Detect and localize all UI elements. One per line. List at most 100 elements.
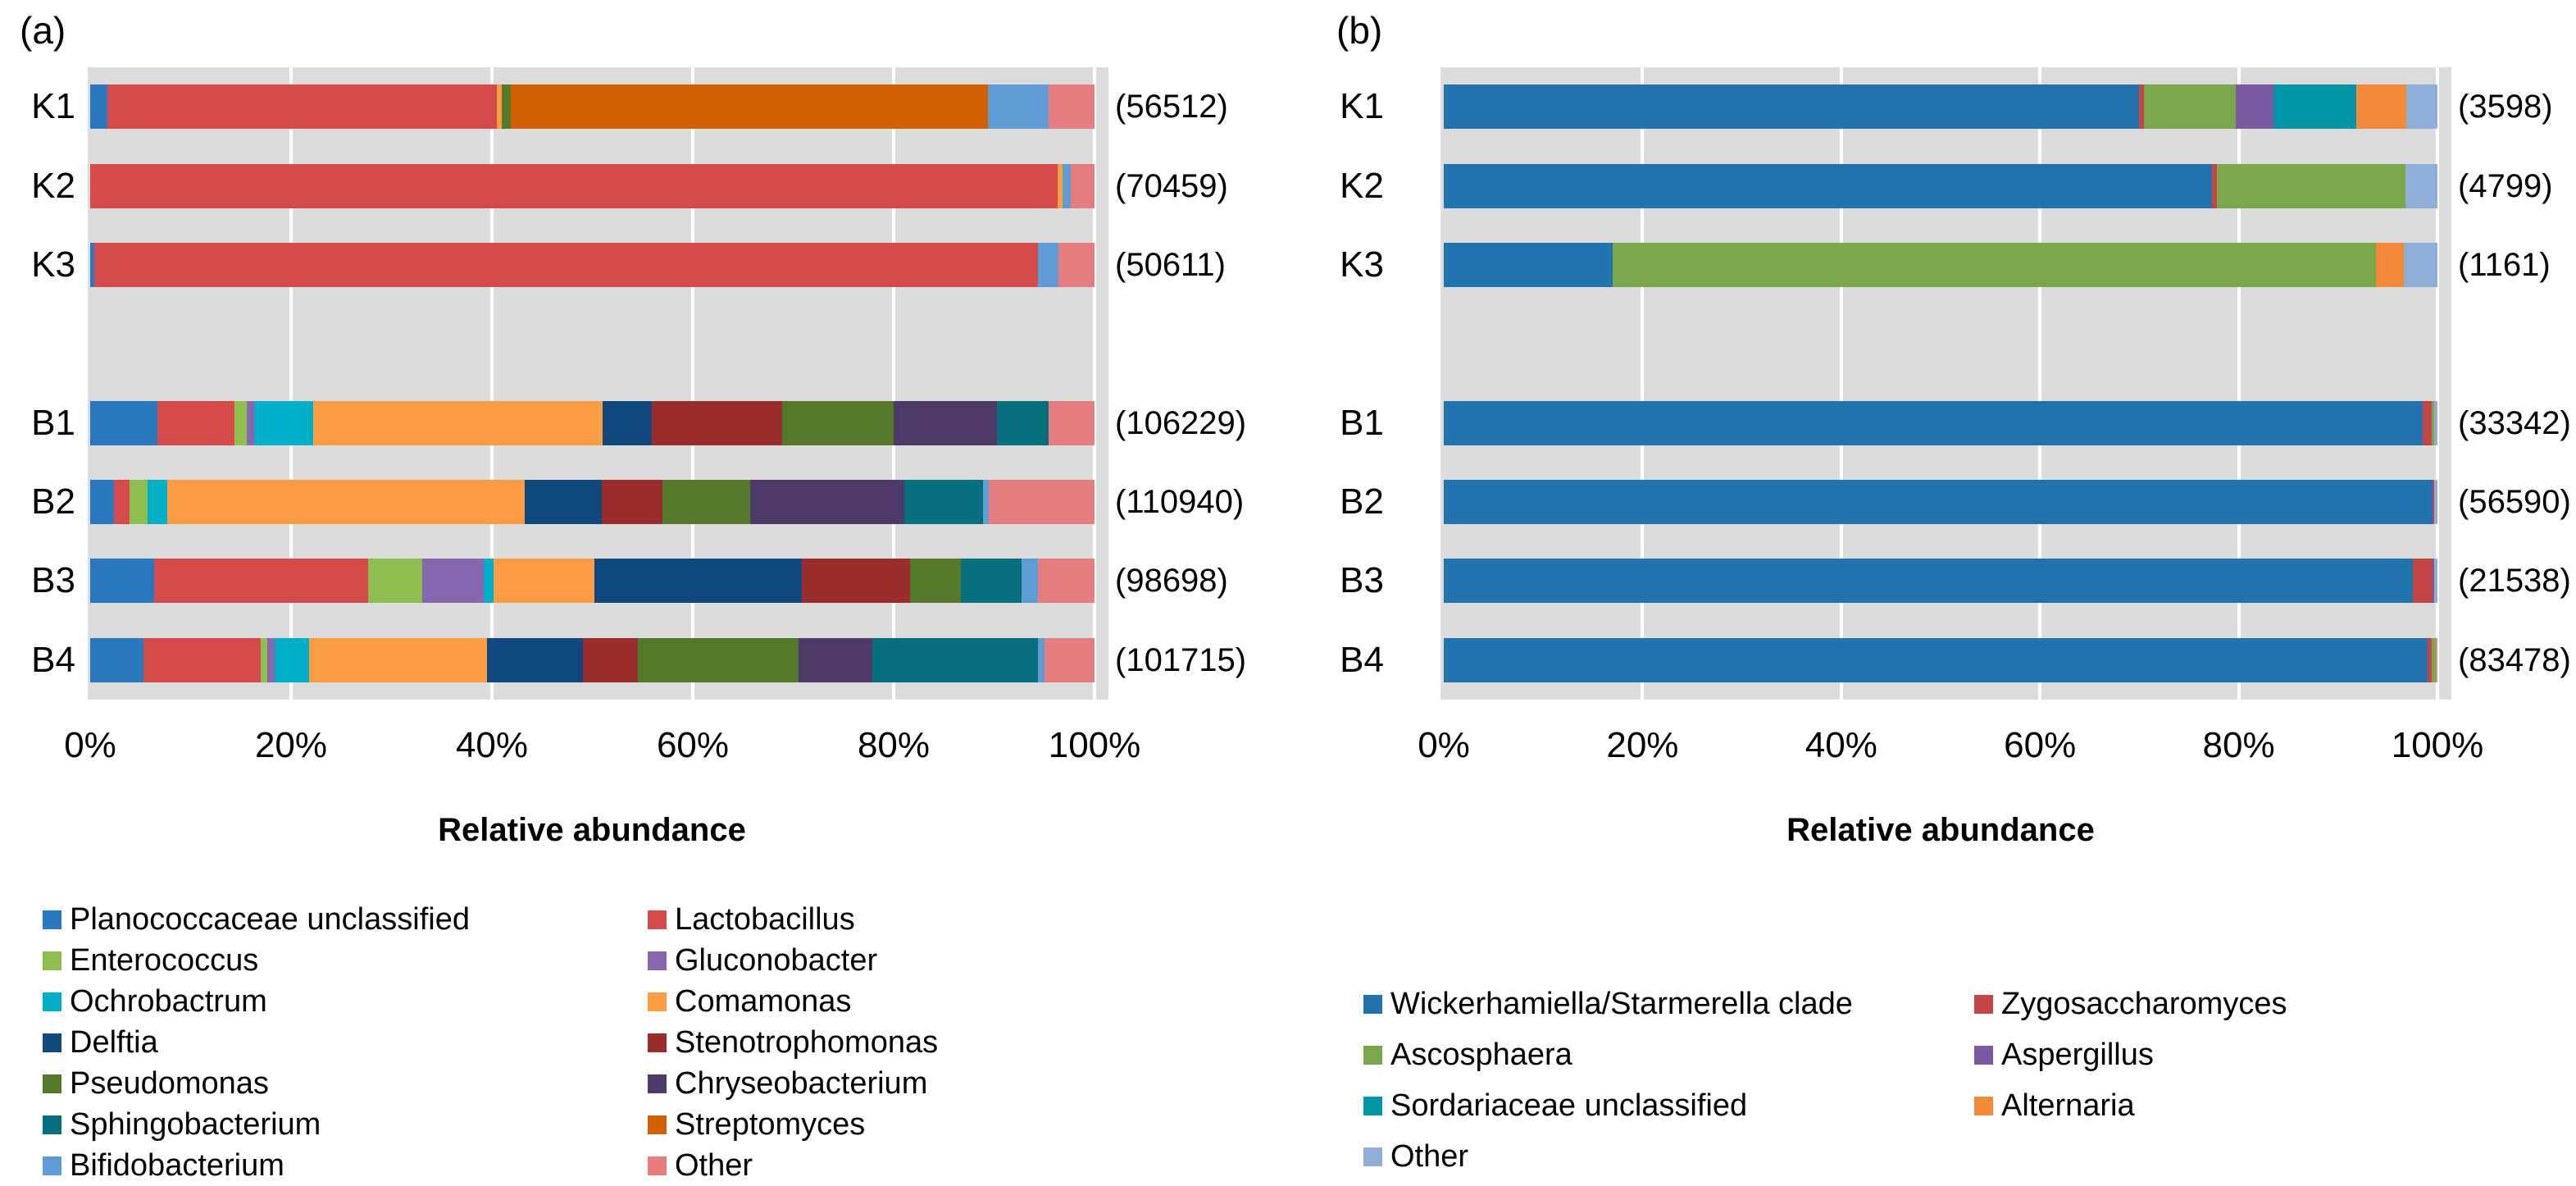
legend-swatch-sordariaceae-unclassified xyxy=(1363,1096,1382,1115)
gridline-b-80 xyxy=(2237,67,2241,700)
bar-segment-pseudomonas xyxy=(502,84,512,130)
stacked-bar-b-k3 xyxy=(1444,242,2437,287)
legend-swatch-wickerhamiella-starmerella-clade xyxy=(1363,994,1382,1014)
stacked-bar-b-b4 xyxy=(1444,637,2437,682)
legend-item-ochrobactrum: Ochrobactrum xyxy=(43,981,267,1022)
bar-segment-comamonas xyxy=(1057,163,1063,208)
bar-segment-gluconobacter xyxy=(422,559,485,604)
bar-segment-other xyxy=(1044,637,1095,682)
x-tick-a-20: 20% xyxy=(254,725,328,765)
bar-segment-zygosaccharomyces xyxy=(2432,480,2435,525)
read-count-a-b1: (106229) xyxy=(1115,404,1247,441)
gridline-a-80 xyxy=(892,67,895,700)
legend-item-gluconobacter: Gluconobacter xyxy=(648,940,877,981)
legend-swatch-ascosphaera xyxy=(1363,1045,1382,1065)
stacked-bar-a-b3 xyxy=(90,559,1095,604)
legend-label-streptomyces: Streptomyces xyxy=(675,1106,866,1142)
legend-item-wickerhamiella-starmerella-clade: Wickerhamiella/Starmerella clade xyxy=(1363,978,1853,1029)
legend-item-zygosaccharomyces: Zygosaccharomyces xyxy=(1974,978,2287,1029)
legend-item-lactobacillus: Lactobacillus xyxy=(648,899,855,940)
bar-segment-aspergillus xyxy=(2432,559,2435,604)
bar-segment-zygosaccharomyces xyxy=(2427,637,2432,682)
legend-label-sphingobacterium: Sphingobacterium xyxy=(70,1106,321,1142)
bar-segment-wickerhamiella-starmerella-clade xyxy=(1444,242,1613,287)
legend-swatch-stenotrophomonas xyxy=(648,1033,667,1052)
stacked-bar-a-b2 xyxy=(90,480,1095,525)
bar-segment-alternaria xyxy=(2375,242,2404,287)
bar-segment-other xyxy=(1070,163,1095,208)
bar-segment-ascosphaera xyxy=(2144,84,2236,130)
legend-label-gluconobacter: Gluconobacter xyxy=(675,942,878,978)
bar-segment-ascosphaera xyxy=(2216,163,2406,208)
bar-segment-bifidobacterium xyxy=(982,480,990,525)
bar-segment-comamonas xyxy=(309,637,487,682)
bar-segment-zygosaccharomyces xyxy=(2412,559,2433,604)
read-count-a-b2: (110940) xyxy=(1115,484,1245,521)
legend-label-chryseobacterium: Chryseobacterium xyxy=(675,1065,928,1101)
stacked-bar-b-b3 xyxy=(1444,559,2437,604)
legend-swatch-chryseobacterium xyxy=(648,1074,667,1093)
gridline-b-40 xyxy=(1839,67,1843,700)
bar-segment-comamonas xyxy=(312,400,603,445)
legend-label-zygosaccharomyces: Zygosaccharomyces xyxy=(2001,986,2287,1021)
legend-label-other: Other xyxy=(675,1147,753,1183)
bar-segment-other xyxy=(2403,242,2437,287)
bar-segment-planococcaceae-unclassified xyxy=(90,400,158,445)
bar-segment-stenotrophomonas xyxy=(802,559,910,604)
stacked-bar-b-k2 xyxy=(1444,163,2437,208)
bar-segment-alternaria xyxy=(2435,637,2437,682)
bar-segment-wickerhamiella-starmerella-clade xyxy=(1444,84,2140,130)
row-label-b-k3: K3 xyxy=(1340,244,1384,285)
legend-item-chryseobacterium: Chryseobacterium xyxy=(648,1063,927,1104)
read-count-b-b2: (56590) xyxy=(2458,484,2571,521)
legend-item-ascosphaera: Ascosphaera xyxy=(1363,1029,1572,1080)
bar-segment-lactobacillus xyxy=(107,84,498,130)
bar-segment-wickerhamiella-starmerella-clade xyxy=(1444,637,2428,682)
legend-label-lactobacillus: Lactobacillus xyxy=(675,901,855,937)
bar-segment-ochrobactrum xyxy=(275,637,310,682)
read-count-b-k1: (3598) xyxy=(2458,89,2553,125)
bar-segment-streptomyces xyxy=(511,84,989,130)
legend-item-enterococcus: Enterococcus xyxy=(43,940,258,981)
bar-segment-other xyxy=(2434,480,2437,525)
x-tick-a-100: 100% xyxy=(1048,725,1141,765)
row-label-a-b3: B3 xyxy=(31,560,75,601)
bar-segment-zygosaccharomyces xyxy=(2211,163,2217,208)
bar-segment-bifidobacterium xyxy=(1021,559,1039,604)
bar-segment-zygosaccharomyces xyxy=(2139,84,2145,130)
bar-segment-enterococcus xyxy=(261,637,267,682)
legend-label-stenotrophomonas: Stenotrophomonas xyxy=(675,1024,939,1060)
bar-segment-sordariaceae-unclassified xyxy=(2273,84,2356,130)
bar-segment-lactobacillus xyxy=(93,242,1039,287)
legend-swatch-enterococcus xyxy=(43,951,61,970)
bar-segment-gluconobacter xyxy=(266,637,275,682)
legend-item-comamonas: Comamonas xyxy=(648,981,851,1022)
bar-segment-lactobacillus xyxy=(143,637,262,682)
read-count-a-k3: (50611) xyxy=(1115,246,1226,283)
legend-swatch-other xyxy=(1363,1147,1382,1166)
legend-swatch-sphingobacterium xyxy=(43,1115,61,1134)
legend-item-other: Other xyxy=(648,1145,753,1186)
x-tick-a-0: 0% xyxy=(64,725,116,765)
bar-segment-other xyxy=(2406,84,2437,130)
legend-swatch-planococcaceae-unclassified xyxy=(43,910,61,929)
stacked-bar-b-b1 xyxy=(1444,400,2437,445)
bar-segment-lactobacillus xyxy=(90,163,1058,208)
legend-item-sordariaceae-unclassified: Sordariaceae unclassified xyxy=(1363,1080,1747,1131)
plot-area-b xyxy=(1440,67,2451,700)
legend-swatch-other xyxy=(648,1156,667,1175)
row-label-a-b4: B4 xyxy=(31,639,75,680)
stacked-bar-a-k3 xyxy=(90,242,1095,287)
legend-label-aspergillus: Aspergillus xyxy=(2001,1037,2154,1072)
bar-segment-delftia xyxy=(486,637,584,682)
legend-label-ochrobactrum: Ochrobactrum xyxy=(70,983,267,1019)
panel-b-label: (b) xyxy=(1336,9,1383,52)
legend-label-delftia: Delftia xyxy=(70,1024,158,1060)
bar-segment-other xyxy=(1058,242,1095,287)
legend-item-stenotrophomonas: Stenotrophomonas xyxy=(648,1022,938,1063)
read-count-b-k3: (1161) xyxy=(2458,246,2551,283)
bar-segment-planococcaceae-unclassified xyxy=(90,637,143,682)
bar-segment-delftia xyxy=(594,559,803,604)
x-tick-b-80: 80% xyxy=(2202,725,2275,765)
